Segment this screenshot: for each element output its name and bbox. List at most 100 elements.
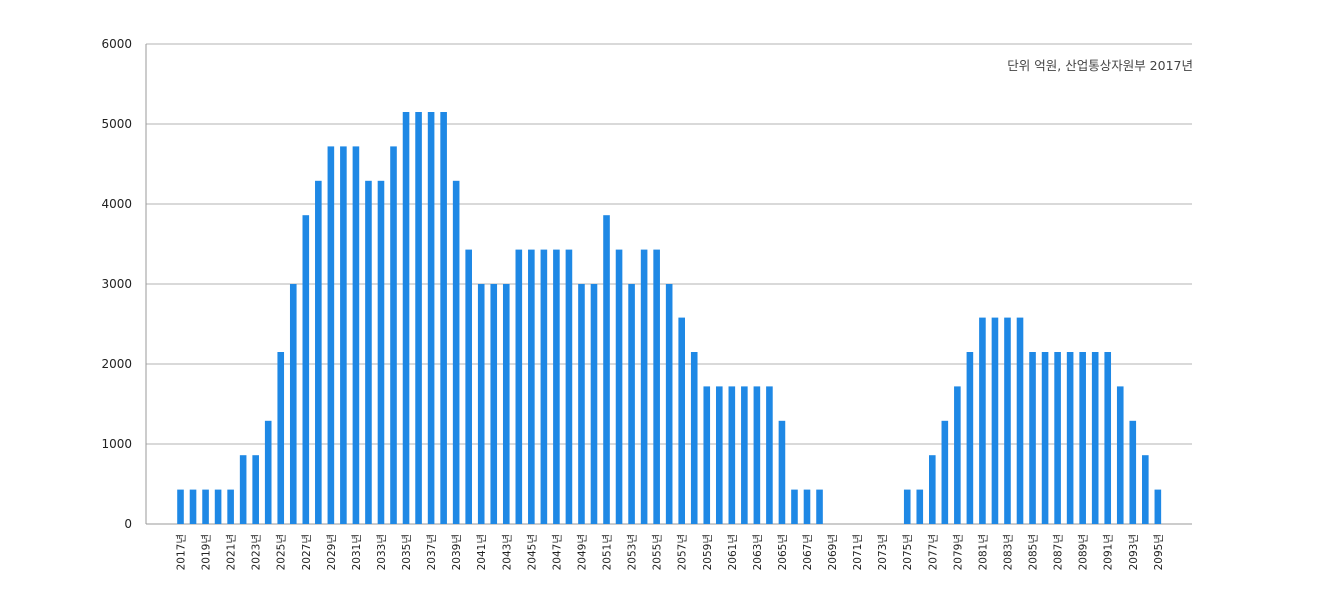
x-tick-label: 2059년: [702, 534, 714, 570]
x-tick-label: 2089년: [1078, 534, 1090, 570]
x-tick-label: 2051년: [602, 534, 614, 570]
x-tick-label: 2033년: [376, 534, 388, 570]
bar-2037년: [427, 112, 435, 524]
bar-2082년: [991, 317, 999, 524]
bar-2040년: [465, 249, 472, 524]
x-tick-label: 2091년: [1103, 534, 1115, 570]
bar-2050년: [590, 284, 598, 524]
x-tick-label: 2017년: [176, 534, 188, 570]
bar-2060년: [715, 386, 723, 524]
bars: [177, 112, 1162, 525]
bar-2061년: [728, 386, 736, 524]
bar-2043년: [502, 284, 510, 524]
bar-2051년: [603, 215, 610, 524]
bar-2053년: [628, 284, 635, 524]
bar-2094년: [1142, 455, 1149, 524]
x-tick-label: 2081년: [977, 534, 989, 570]
bar-2084년: [1016, 317, 1024, 524]
unit-annotation: 단위 억원, 산업통상자원부 2017년: [1007, 58, 1193, 73]
bar-2044년: [515, 249, 523, 524]
x-tick-label: 2029년: [326, 534, 338, 570]
bar-2019년: [202, 489, 209, 524]
x-tick-label: 2035년: [401, 534, 413, 570]
bar-2056년: [665, 284, 673, 524]
bar-2038년: [440, 112, 447, 524]
bar-2025년: [277, 352, 285, 524]
x-tick-label: 2057년: [677, 534, 689, 570]
bar-2057년: [678, 317, 685, 524]
bar-2021년: [227, 489, 234, 524]
y-tick-label: 0: [124, 517, 132, 531]
bar-2049년: [578, 284, 585, 524]
x-tick-label: 2079년: [952, 534, 964, 570]
bar-2077년: [929, 455, 936, 524]
x-tick-label: 2065년: [777, 534, 789, 570]
bar-2086년: [1041, 352, 1049, 524]
y-tick-label: 4000: [101, 197, 132, 211]
x-tick-label: 2053년: [627, 534, 639, 570]
x-tick-label: 2049년: [576, 534, 588, 570]
bar-2034년: [390, 146, 397, 524]
bar-2030년: [340, 146, 347, 524]
x-tick-label: 2047년: [551, 534, 563, 570]
x-tick-label: 2075년: [902, 534, 914, 570]
bar-2088년: [1066, 352, 1074, 524]
y-axis-ticks: 0 1000 2000 3000 4000 5000 6000: [101, 37, 132, 531]
bar-2026년: [289, 284, 297, 524]
x-tick-label: 2067년: [802, 534, 814, 570]
bar-2018년: [189, 489, 197, 524]
bar-2085년: [1029, 352, 1036, 524]
x-tick-label: 2019년: [201, 534, 213, 570]
bar-2027년: [302, 215, 310, 524]
bar-2017년: [177, 489, 184, 524]
x-tick-label: 2087년: [1053, 534, 1065, 570]
x-tick-label: 2031년: [351, 534, 363, 570]
bar-2066년: [791, 489, 798, 524]
x-tick-label: 2037년: [426, 534, 438, 570]
bar-2042년: [490, 284, 498, 524]
bar-2089년: [1079, 352, 1086, 524]
bar-2059년: [703, 386, 711, 524]
bar-2063년: [753, 386, 761, 524]
bar-2068년: [816, 489, 823, 524]
y-tick-label: 1000: [101, 437, 132, 451]
bar-2054년: [640, 249, 648, 524]
bar-2022년: [239, 455, 247, 524]
bar-2045년: [528, 249, 535, 524]
x-tick-label: 2061년: [727, 534, 739, 570]
x-tick-label: 2045년: [526, 534, 538, 570]
bar-2095년: [1154, 489, 1162, 524]
bar-2075년: [903, 489, 911, 524]
bar-2083년: [1004, 317, 1011, 524]
bar-2064년: [766, 386, 773, 524]
bar-2039년: [452, 180, 460, 525]
bar-2080년: [966, 352, 974, 524]
x-tick-label: 2023년: [251, 534, 263, 570]
y-tick-label: 6000: [101, 37, 132, 51]
y-tick-label: 5000: [101, 117, 132, 131]
bar-2093년: [1129, 420, 1137, 524]
x-tick-label: 2063년: [752, 534, 764, 570]
x-tick-label: 2095년: [1153, 534, 1165, 570]
bar-2047년: [553, 249, 560, 524]
bar-2023년: [252, 455, 259, 524]
y-tick-label: 3000: [101, 277, 132, 291]
x-tick-label: 2069년: [827, 534, 839, 570]
x-tick-label: 2041년: [476, 534, 488, 570]
bar-2035년: [402, 112, 410, 524]
x-tick-label: 2043년: [501, 534, 513, 570]
bar-2028년: [315, 180, 322, 525]
x-tick-label: 2025년: [276, 534, 288, 570]
x-tick-label: 2077년: [927, 534, 939, 570]
x-tick-label: 2083년: [1002, 534, 1014, 570]
bar-2052년: [615, 249, 623, 524]
bar-2036년: [415, 112, 422, 524]
bar-2046년: [540, 249, 548, 524]
bar-2062년: [741, 386, 748, 524]
bar-2024년: [264, 420, 272, 524]
bar-2076년: [916, 489, 924, 524]
bar-2058년: [690, 352, 698, 524]
x-tick-label: 2055년: [652, 534, 664, 570]
bar-2029년: [327, 146, 335, 524]
bar-2055년: [653, 249, 660, 524]
